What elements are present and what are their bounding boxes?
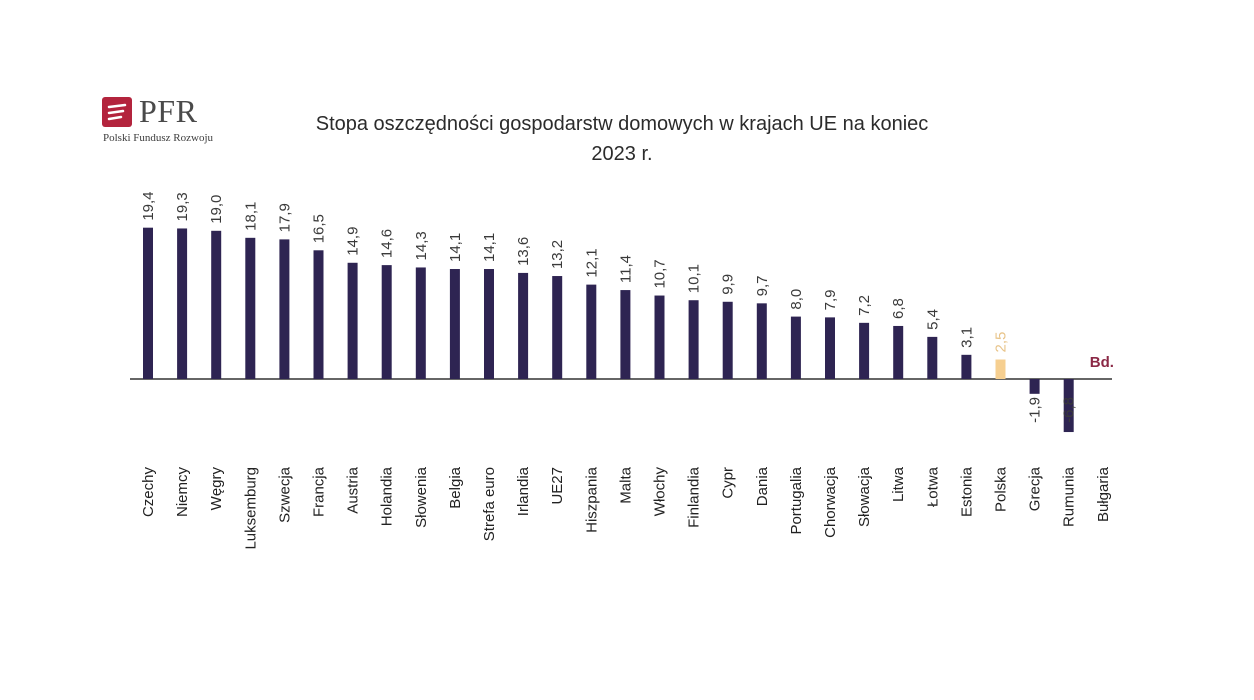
category-label-slowacja: Słowacja	[856, 466, 873, 527]
bar-niemcy	[177, 228, 188, 379]
bar-wegry	[211, 230, 222, 379]
category-label-lotwa: Łotwa	[924, 466, 941, 507]
value-label-rumunia: -6,8	[1061, 397, 1078, 423]
category-label-ue27: UE27	[549, 467, 566, 505]
category-label-francja: Francja	[311, 466, 328, 517]
value-label-niemcy: 19,3	[174, 192, 191, 221]
category-label-grecja: Grecja	[1027, 466, 1044, 511]
bar-irlandia	[518, 272, 529, 379]
bar-slowacja	[859, 322, 870, 379]
value-label-polska: 2,5	[993, 332, 1010, 353]
value-labels-group: 19,4 19,3 19,0 18,1 17,9 16,5 14,9 14,6 14,3 14,1…	[140, 191, 1114, 422]
bar-chorwacja	[825, 317, 835, 379]
value-label-lotwa: 5,4	[924, 309, 941, 330]
category-labels-group: Czechy Niemcy Węgry Luksemburg Szwecja Francj…	[140, 466, 1112, 549]
bar-rumunia	[1063, 379, 1074, 433]
value-label-luksemburg: 18,1	[242, 202, 259, 231]
value-label-chorwacja: 7,9	[822, 290, 839, 311]
bar-polska	[995, 359, 1006, 379]
logo-subtitle: Polski Fundusz Rozwoju	[103, 132, 214, 144]
category-label-dania: Dania	[754, 466, 771, 506]
bar-szwecja	[279, 239, 290, 379]
category-label-luksemburg: Luksemburg	[242, 467, 259, 550]
value-label-slowenia: 14,3	[413, 231, 430, 260]
value-label-belgia: 14,1	[447, 233, 464, 262]
category-label-wegry: Węgry	[208, 467, 225, 511]
category-label-litwa: Litwa	[890, 466, 907, 502]
bar-austria	[347, 262, 358, 379]
category-label-slowenia: Słowenia	[413, 466, 430, 528]
chart-title-line-2: 2023 r.	[591, 143, 653, 165]
chart-title-line-1: Stopa oszczędności gospodarstw domowych …	[315, 113, 929, 135]
category-label-portugalia: Portugalia	[788, 466, 805, 534]
category-label-polska: Polska	[993, 466, 1010, 512]
value-label-szwecja: 17,9	[276, 203, 293, 232]
value-label-strefa-euro: 14,1	[481, 233, 498, 262]
pfr-logo: PFR Polski Fundusz Rozwoju	[102, 93, 232, 150]
value-label-finlandia: 10,1	[686, 264, 703, 293]
bar-francja	[313, 250, 324, 379]
category-label-niemcy: Niemcy	[174, 467, 191, 518]
bar-luksemburg	[245, 237, 256, 379]
category-label-austria: Austria	[345, 466, 362, 513]
category-label-belgia: Belgia	[447, 466, 464, 508]
value-label-grecja: -1,9	[1027, 397, 1044, 423]
value-label-hiszpania: 12,1	[583, 248, 600, 277]
category-label-hiszpania: Hiszpania	[583, 466, 600, 533]
bar-strefa-euro	[484, 269, 494, 379]
bar-belgia	[449, 269, 460, 379]
value-label-bulgaria: Bd.	[1090, 354, 1114, 371]
category-label-estonia: Estonia	[958, 466, 975, 517]
bar-finlandia	[688, 300, 699, 379]
bar-dania	[756, 303, 767, 379]
pfr-logo-icon	[102, 97, 132, 127]
bar-litwa	[893, 325, 904, 379]
category-label-czechy: Czechy	[140, 467, 157, 518]
bars-group	[143, 227, 1074, 433]
category-label-strefa-euro: Strefa euro	[481, 467, 498, 541]
bar-grecja	[1029, 379, 1040, 394]
category-label-szwecja: Szwecja	[276, 466, 293, 523]
category-label-cypr: Cypr	[720, 467, 737, 499]
category-label-finlandia: Finlandia	[686, 466, 703, 528]
value-label-dania: 9,7	[754, 275, 771, 296]
bar-cypr	[722, 301, 733, 379]
category-label-rumunia: Rumunia	[1061, 466, 1078, 527]
value-label-francja: 16,5	[311, 214, 328, 243]
value-label-holandia: 14,6	[379, 229, 396, 258]
value-label-cypr: 9,9	[720, 274, 737, 295]
value-label-litwa: 6,8	[890, 298, 907, 319]
logo-name: PFR	[139, 93, 198, 129]
value-label-austria: 14,9	[345, 227, 362, 256]
bar-hiszpania	[586, 284, 597, 379]
value-label-estonia: 3,1	[958, 327, 975, 348]
bar-ue27	[552, 276, 563, 379]
value-label-wegry: 19,0	[208, 195, 225, 224]
category-label-wlochy: Włochy	[652, 467, 669, 517]
bar-slowenia	[415, 267, 426, 379]
category-label-bulgaria: Bułgaria	[1095, 466, 1112, 522]
value-label-malta: 11,4	[617, 255, 634, 283]
bar-estonia	[961, 354, 972, 379]
category-label-chorwacja: Chorwacja	[822, 466, 839, 538]
bar-lotwa	[927, 336, 938, 379]
category-label-malta: Malta	[617, 466, 634, 503]
value-label-slowacja: 7,2	[856, 295, 873, 316]
bar-holandia	[381, 265, 392, 379]
value-label-portugalia: 8,0	[788, 289, 805, 310]
bar-malta	[620, 290, 631, 379]
value-label-wlochy: 10,7	[652, 259, 669, 288]
value-label-irlandia: 13,6	[515, 237, 532, 266]
category-label-irlandia: Irlandia	[515, 466, 532, 516]
chart-title: Stopa oszczędności gospodarstw domowych …	[222, 109, 1022, 169]
bar-portugalia	[790, 316, 801, 379]
value-label-ue27: 13,2	[549, 240, 566, 269]
value-label-czechy: 19,4	[140, 191, 157, 220]
bar-wlochy	[654, 295, 665, 379]
category-label-holandia: Holandia	[379, 466, 396, 526]
bar-czechy	[143, 227, 153, 379]
